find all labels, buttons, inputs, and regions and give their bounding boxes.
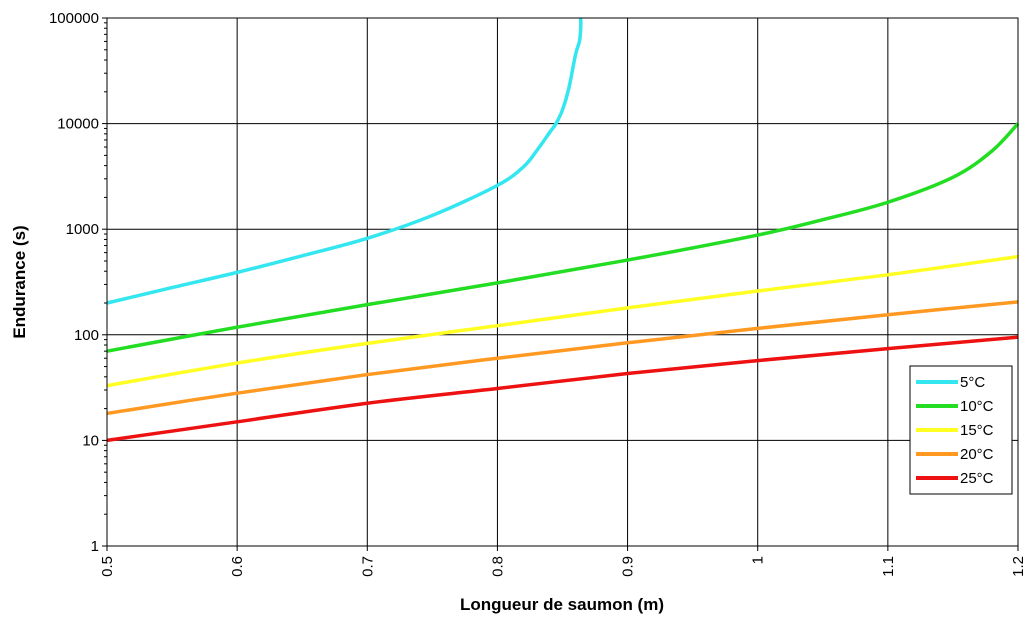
legend-item: 15°C xyxy=(916,422,994,439)
legend-label: 10°C xyxy=(960,398,994,415)
series-line-10c xyxy=(106,122,1020,353)
x-axis-title: Longueur de saumon (m) xyxy=(460,595,664,614)
y-tick-label: 100 xyxy=(74,327,99,344)
y-tick-label: 10 xyxy=(82,432,99,449)
y-tick-label: 100000 xyxy=(49,10,99,27)
x-tick-label: 1.1 xyxy=(880,556,897,577)
legend-item: 10°C xyxy=(916,398,994,415)
y-tick-label: 1 xyxy=(91,538,99,555)
x-tick-label: 0.6 xyxy=(229,556,246,577)
x-tick-label: 0.8 xyxy=(489,556,506,577)
series-line-15c xyxy=(106,254,1019,388)
x-tick-label: 0.7 xyxy=(359,556,376,577)
x-tick-label: 0.9 xyxy=(620,556,637,577)
legend-label: 25°C xyxy=(960,470,994,487)
series-line-25c xyxy=(106,335,1019,443)
plot-area xyxy=(106,17,1020,547)
legend-label: 15°C xyxy=(960,422,994,439)
y-axis-ticks: 1 10 100 1000 10000 100000 xyxy=(49,10,107,555)
plot-border xyxy=(106,17,1019,547)
x-axis-ticks: 0.5 0.6 0.7 0.8 0.9 1 1.1 1.2 xyxy=(99,546,1025,577)
y-axis-title: Endurance (s) xyxy=(10,225,29,338)
legend-label: 20°C xyxy=(960,446,994,463)
series-line-20c xyxy=(106,300,1019,416)
legend-label: 5°C xyxy=(960,374,985,391)
plot-background xyxy=(107,18,1018,546)
legend: 5°C 10°C 15°C 20°C 25°C xyxy=(909,365,1013,495)
legend-item: 20°C xyxy=(916,446,994,463)
x-tick-label: 1 xyxy=(750,556,767,564)
legend-item: 25°C xyxy=(916,470,994,487)
x-tick-label: 0.5 xyxy=(99,556,116,577)
y-tick-label: 10000 xyxy=(57,116,99,133)
x-tick-label: 1.2 xyxy=(1010,556,1025,577)
series-lines xyxy=(106,17,1020,443)
series-line-5c xyxy=(106,17,583,305)
y-tick-label: 1000 xyxy=(66,221,99,238)
legend-item: 5°C xyxy=(916,374,985,391)
